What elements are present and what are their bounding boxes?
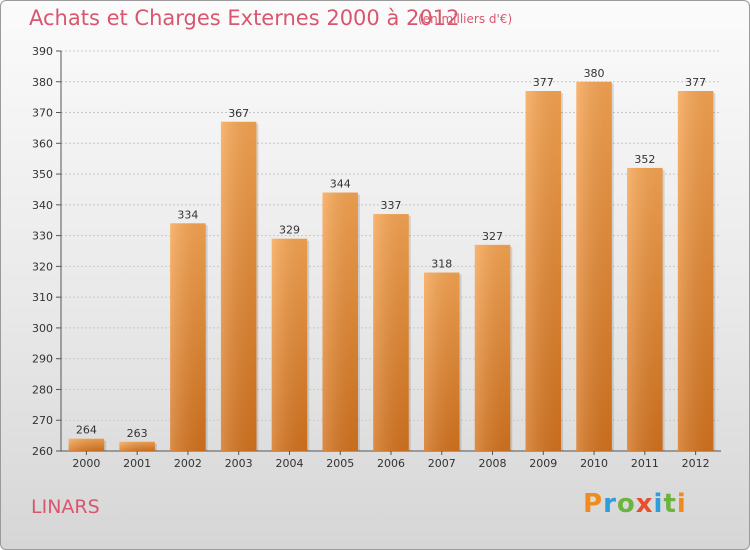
- logo-letter: x: [635, 489, 654, 519]
- x-tick-label: 2005: [326, 457, 354, 470]
- data-label-2003: 367: [228, 107, 249, 120]
- y-tick-label: 380: [32, 76, 53, 89]
- bar-highlight: [576, 81, 612, 452]
- bar-highlight: [474, 244, 511, 451]
- data-label-2009: 377: [533, 76, 554, 89]
- y-tick-label: 320: [32, 260, 53, 273]
- x-tick-label: 2010: [580, 457, 608, 470]
- y-tick-label: 310: [32, 291, 53, 304]
- x-tick-label: 2009: [529, 457, 557, 470]
- bar-highlight: [322, 192, 358, 452]
- bar-highlight: [525, 91, 562, 451]
- data-label-2001: 263: [127, 427, 148, 440]
- data-label-2010: 380: [584, 67, 605, 80]
- bars: [68, 81, 716, 452]
- y-tick-label: 360: [32, 137, 53, 150]
- bar-highlight: [373, 214, 409, 451]
- commune-name: LINARS: [31, 496, 100, 518]
- x-tick-label: 2006: [377, 457, 405, 470]
- data-label-2007: 318: [431, 258, 452, 271]
- y-tick-label: 340: [32, 199, 53, 212]
- y-tick-label: 270: [32, 414, 53, 427]
- logo-letter: i: [676, 489, 687, 519]
- bar-highlight: [119, 441, 155, 451]
- x-tick-label: 2001: [123, 457, 151, 470]
- axes: 260 270 280 290 300 310 320 330 340 350 360 370 380 3…: [32, 45, 721, 470]
- proxiti-logo[interactable]: Proxiti: [583, 489, 687, 519]
- x-tick-label: 2000: [72, 457, 100, 470]
- x-tick-label: 2008: [479, 457, 507, 470]
- chart-subtitle: (en milliers d'€): [418, 12, 513, 26]
- bar-highlight: [170, 223, 206, 451]
- bar-highlight: [424, 272, 460, 451]
- x-tick-label: 2004: [275, 457, 303, 470]
- y-tick-label: 300: [32, 322, 53, 335]
- x-tick-label: 2011: [631, 457, 659, 470]
- y-tick-label: 330: [32, 230, 53, 243]
- bar-highlight: [627, 167, 663, 451]
- data-label-2008: 327: [482, 230, 503, 243]
- bar-highlight: [677, 91, 714, 451]
- y-tick-label: 280: [32, 383, 53, 396]
- chart-title: Achats et Charges Externes 2000 à 2012: [29, 6, 460, 30]
- bar-highlight: [68, 438, 105, 451]
- x-tick-label: 2002: [174, 457, 202, 470]
- y-tick-label: 350: [32, 168, 53, 181]
- x-tick-label: 2012: [682, 457, 710, 470]
- data-label-2011: 352: [634, 153, 655, 166]
- data-labels: 264 263 334 367 329 344 337 318 327 377 380 352 377: [76, 67, 706, 440]
- y-tick-label: 260: [32, 445, 53, 458]
- data-label-2004: 329: [279, 224, 300, 237]
- x-tick-label: 2003: [225, 457, 253, 470]
- data-label-2002: 334: [177, 208, 198, 221]
- x-tick-label: 2007: [428, 457, 456, 470]
- y-tick-label: 390: [32, 45, 53, 58]
- data-label-2006: 337: [381, 199, 402, 212]
- logo-letter: r: [603, 489, 617, 519]
- data-label-2005: 344: [330, 178, 351, 191]
- logo-letter: t: [663, 489, 677, 519]
- logo-letter: o: [616, 489, 636, 519]
- data-label-2000: 264: [76, 424, 97, 437]
- logo-letter: P: [583, 489, 604, 519]
- bar-highlight: [271, 238, 308, 451]
- logo-letter: i: [653, 489, 664, 519]
- data-label-2012: 377: [685, 76, 706, 89]
- y-tick-label: 370: [32, 107, 53, 120]
- y-tick-label: 290: [32, 353, 53, 366]
- bar-highlight: [220, 121, 257, 452]
